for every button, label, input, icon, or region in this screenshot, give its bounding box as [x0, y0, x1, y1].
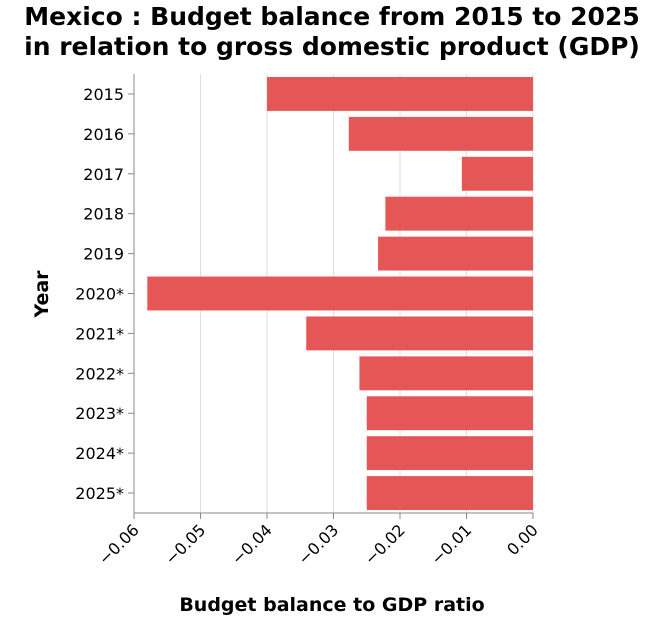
x-tick-label: −0.03	[294, 520, 342, 568]
bar-2022	[359, 356, 533, 391]
bar-2015	[267, 77, 533, 111]
x-axis-title: Budget balance to GDP ratio	[179, 594, 484, 616]
y-tick-label: 2022*	[75, 364, 124, 383]
bar-2020	[147, 276, 534, 311]
x-tick-label: −0.02	[361, 520, 409, 568]
y-tick-label: 2018	[83, 205, 124, 224]
y-tick-label: 2024*	[75, 444, 124, 463]
y-tick-label: 2021*	[75, 324, 124, 343]
y-tick-label: 2016	[83, 125, 124, 144]
y-axis-title: Year	[31, 270, 53, 319]
bar-2024	[366, 436, 533, 471]
x-tick-label: −0.01	[427, 520, 475, 568]
bar-2018	[385, 196, 533, 231]
y-tick-label: 2025*	[75, 484, 124, 503]
bar-2017	[461, 156, 533, 191]
y-tick-label: 2015	[83, 85, 124, 104]
y-tick-label: 2023*	[75, 404, 124, 423]
bar-2016	[348, 116, 533, 151]
y-tick-label: 2020*	[75, 285, 124, 304]
bar-2023	[366, 396, 533, 431]
bar-2019	[378, 236, 533, 271]
x-tick-label: −0.06	[95, 520, 143, 568]
x-tick-label: 0.00	[503, 520, 542, 559]
x-tick-label: −0.04	[228, 520, 276, 568]
y-tick-label: 2017	[83, 165, 124, 184]
bar-2021	[306, 316, 533, 351]
bars	[147, 77, 534, 510]
chart-title-line-2: in relation to gross domestic product (G…	[24, 32, 640, 61]
bar-2025	[366, 476, 533, 510]
y-tick-label: 2019	[83, 245, 124, 264]
x-tick-label: −0.05	[161, 520, 209, 568]
chart-title-line-1: Mexico : Budget balance from 2015 to 202…	[24, 2, 640, 31]
